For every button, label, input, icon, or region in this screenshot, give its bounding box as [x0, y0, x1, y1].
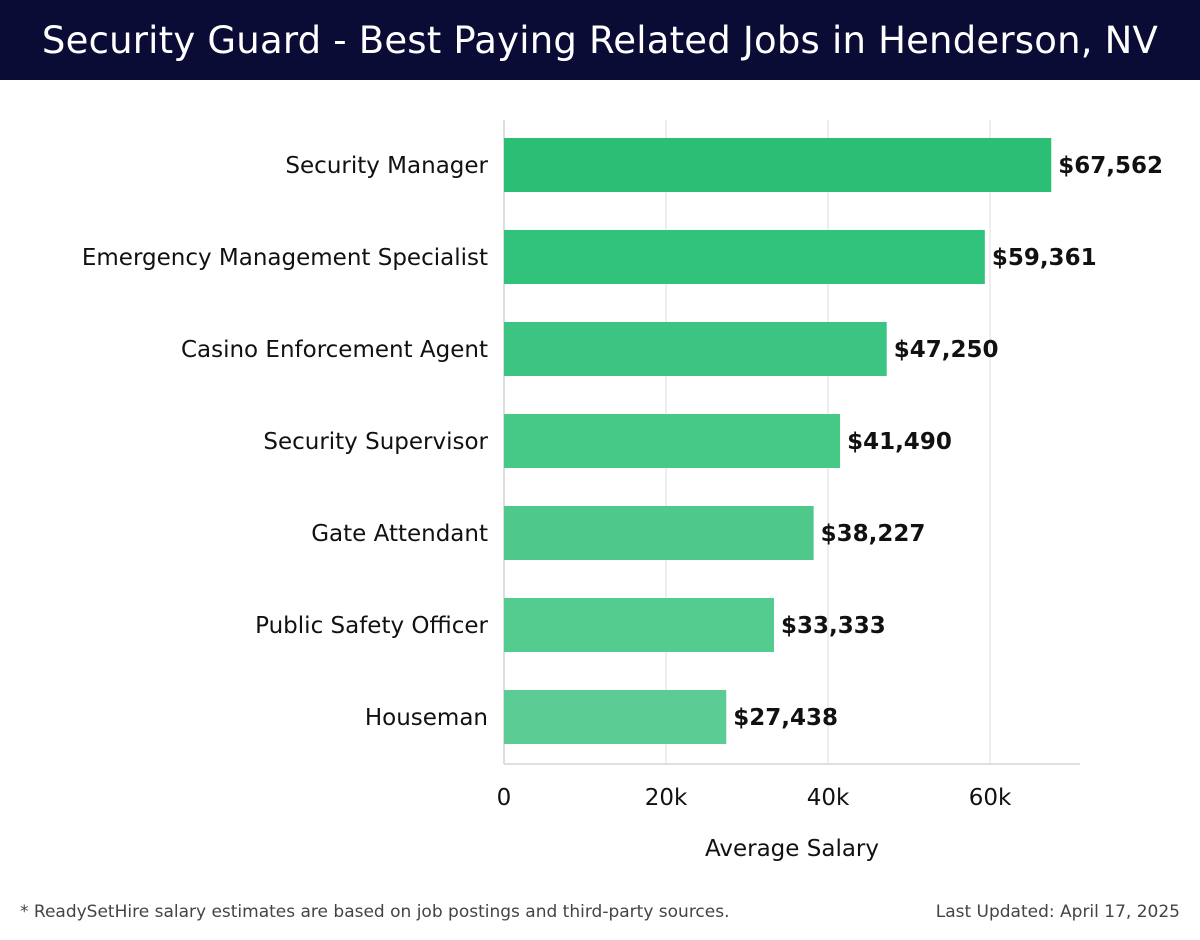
category-label-2: Casino Enforcement Agent	[181, 337, 488, 363]
value-label-3: $41,490	[847, 429, 952, 455]
bar-5	[504, 598, 774, 652]
value-label-5: $33,333	[781, 613, 886, 639]
category-label-5: Public Safety Officer	[255, 613, 488, 639]
category-label-4: Gate Attendant	[311, 521, 488, 547]
bar-2	[504, 322, 887, 376]
value-label-1: $59,361	[992, 245, 1097, 271]
footer-note: * ReadySetHire salary estimates are base…	[20, 902, 730, 922]
x-tick-label-2: 40k	[807, 785, 850, 811]
value-label-6: $27,438	[733, 705, 838, 731]
category-label-6: Houseman	[365, 705, 488, 731]
bar-chart: Security Manager Emergency Management Spe…	[82, 120, 1163, 862]
value-label-4: $38,227	[821, 521, 926, 547]
last-updated: Last Updated: April 17, 2025	[935, 902, 1180, 922]
bar-6	[504, 690, 727, 744]
category-label-1: Emergency Management Specialist	[82, 245, 488, 271]
bar-3	[504, 414, 841, 468]
x-axis-label: Average Salary	[705, 836, 879, 862]
category-label-0: Security Manager	[285, 153, 488, 179]
bars	[504, 138, 1052, 744]
bar-1	[504, 230, 985, 284]
chart-title: Security Guard - Best Paying Related Job…	[41, 18, 1159, 62]
x-tick-labels: 0 20k 40k 60k	[497, 785, 1012, 811]
bar-0	[504, 138, 1052, 192]
category-label-3: Security Supervisor	[263, 429, 488, 455]
category-labels: Security Manager Emergency Management Spe…	[82, 153, 489, 731]
value-label-0: $67,562	[1058, 153, 1163, 179]
x-tick-label-3: 60k	[969, 785, 1012, 811]
chart-header: Security Guard - Best Paying Related Job…	[0, 0, 1200, 80]
bar-4	[504, 506, 814, 560]
value-labels: $67,562 $59,361 $47,250 $41,490 $38,227 $33,3…	[733, 153, 1163, 731]
x-tick-label-0: 0	[497, 785, 512, 811]
x-tick-label-1: 20k	[645, 785, 688, 811]
value-label-2: $47,250	[894, 337, 999, 363]
